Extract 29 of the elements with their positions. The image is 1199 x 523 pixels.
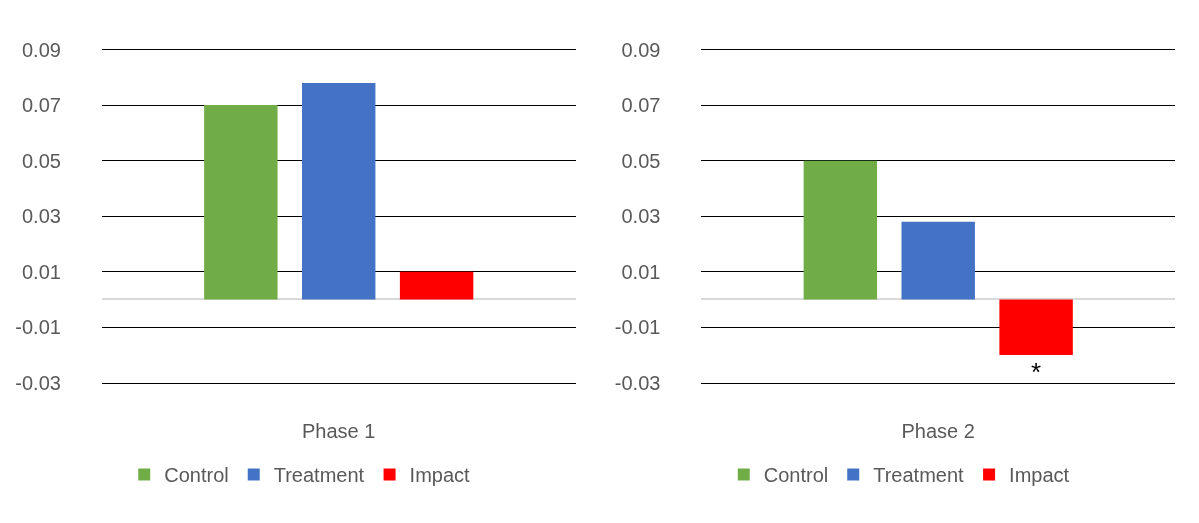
legend-label: Control	[164, 464, 229, 487]
y-tick-label: 0.07	[21, 94, 61, 117]
legend-label: Treatment	[273, 464, 365, 487]
y-tick-label: 0.09	[21, 38, 61, 61]
legend-label: Treatment	[873, 464, 965, 487]
y-tick-label: 0.07	[621, 94, 661, 117]
y-tick-label: 0.01	[621, 260, 661, 283]
bar	[204, 105, 278, 300]
y-tick-label: 0.01	[21, 260, 61, 283]
bar	[901, 221, 975, 300]
y-tick-label: 0.09	[621, 38, 661, 61]
legend-label: Impact	[1009, 464, 1070, 487]
bar	[803, 160, 878, 300]
annotation: *	[1031, 357, 1042, 387]
y-tick-label: -0.01	[614, 316, 661, 339]
y-tick-label: -0.03	[614, 371, 661, 394]
y-tick-label: -0.03	[15, 371, 61, 394]
legend-label: Control	[763, 464, 829, 487]
bar	[399, 271, 474, 300]
x-tick-label: Phase 1	[302, 419, 376, 442]
y-tick-label: 0.05	[621, 149, 661, 172]
y-tick-label: -0.01	[15, 316, 61, 339]
legend-label: Impact	[409, 464, 471, 487]
y-tick-label: 0.03	[621, 205, 661, 228]
x-tick-label: Phase 2	[901, 419, 975, 442]
y-tick-label: 0.05	[21, 149, 61, 172]
bar	[999, 299, 1073, 355]
y-tick-label: 0.03	[21, 205, 61, 228]
bar	[302, 82, 376, 300]
